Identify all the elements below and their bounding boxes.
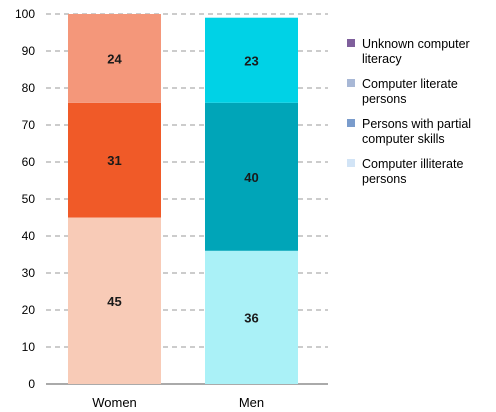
y-tick-label: 60 [22,155,36,169]
legend-label: Unknown computer literacy [362,37,470,66]
bar-segment [205,250,298,384]
legend-label: Computer illiterate persons [362,157,463,186]
data-label: 40 [244,170,258,185]
data-label: 45 [107,294,121,309]
data-label: 23 [244,53,258,68]
data-label: 24 [107,51,122,66]
y-tick-label: 20 [22,303,36,317]
legend-swatch [347,39,355,47]
x-category-label: Women [92,395,137,410]
y-tick-label: 0 [28,377,35,391]
y-tick-label: 10 [22,340,36,354]
bar-segment [205,102,298,251]
legend-swatch [347,79,355,87]
bar-segment [68,102,161,218]
x-category-label: Men [239,395,264,410]
y-tick-label: 40 [22,229,36,243]
x-axis-categories: Women Men [92,395,264,410]
legend-swatch [347,119,355,127]
bar-segment [205,17,298,103]
y-tick-label: 90 [22,44,36,58]
legend: Unknown computer literacy Computer literat… [347,37,471,186]
y-tick-label: 80 [22,81,36,95]
bar-segment [68,217,161,384]
y-tick-label: 100 [15,7,35,21]
data-labels: 45 31 24 36 40 23 [107,51,258,325]
bar-segment [68,14,161,103]
data-label: 36 [244,310,258,325]
y-tick-label: 30 [22,266,36,280]
bars [68,14,298,384]
y-tick-label: 70 [22,118,36,132]
legend-label: Computer literate persons [362,77,458,106]
y-tick-label: 50 [22,192,36,206]
data-label: 31 [107,153,121,168]
legend-swatch [347,159,355,167]
legend-label: Persons with partial computer skills [362,117,471,146]
y-axis-ticks: 0 10 20 30 40 50 60 70 80 90 100 [15,7,35,391]
